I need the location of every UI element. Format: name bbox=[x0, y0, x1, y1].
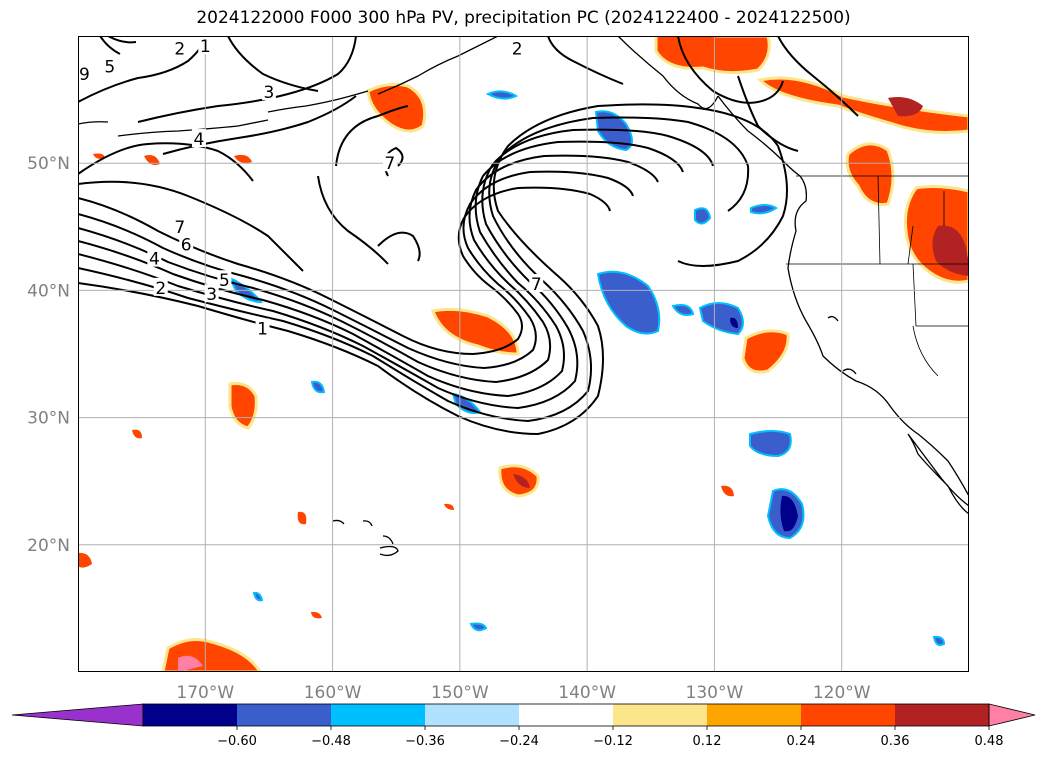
colorbar-bin bbox=[331, 704, 425, 726]
plot-title: 2024122000 F000 300 hPa PV, precipitatio… bbox=[196, 8, 851, 28]
contour-label: 6 bbox=[181, 236, 192, 256]
precip-positive-areas bbox=[78, 36, 969, 672]
contour-label-bg bbox=[172, 216, 187, 235]
map-frame bbox=[78, 36, 969, 672]
contour-label-bg bbox=[510, 38, 525, 57]
contour-label: 1 bbox=[257, 320, 268, 340]
colorbar-tick-label: 0.24 bbox=[787, 734, 816, 749]
contour-label-bg bbox=[179, 234, 194, 253]
colorbar-bin bbox=[237, 704, 331, 726]
contour-label-bg bbox=[255, 318, 270, 337]
contour-label: 9 bbox=[79, 65, 90, 85]
colorbar-bin bbox=[707, 704, 801, 726]
colorbar-tick-label: −0.60 bbox=[217, 734, 257, 749]
colorbar-bin bbox=[801, 704, 895, 726]
contour-label-bg bbox=[198, 36, 213, 55]
lat-tick-label: 40°N bbox=[27, 281, 70, 301]
contour-label-bg bbox=[217, 270, 232, 289]
contour-label-bg bbox=[78, 64, 92, 83]
lat-tick-label: 50°N bbox=[27, 154, 70, 174]
contour-label: 2 bbox=[174, 40, 185, 60]
colorbar: −0.60 −0.48 −0.36 −0.24 −0.12 0.12 0.24 0.36 0.4… bbox=[11, 703, 1036, 749]
colorbar-bin bbox=[425, 704, 519, 726]
colorbar-bin bbox=[613, 704, 707, 726]
contour-label-bg bbox=[382, 153, 397, 172]
contour-label: 3 bbox=[206, 285, 217, 305]
contour-label-bg bbox=[191, 129, 206, 148]
colorbar-tick-label: −0.48 bbox=[311, 734, 351, 749]
colorbar-tick-label: 0.48 bbox=[975, 734, 1004, 749]
contour-label: 7 bbox=[384, 154, 395, 174]
contour-label-bg bbox=[153, 277, 168, 296]
contour-label: 7 bbox=[531, 275, 542, 295]
contour-label-bg bbox=[147, 248, 162, 267]
contour-label-bg bbox=[261, 81, 276, 100]
contour-label: 2 bbox=[512, 40, 523, 60]
lat-tick-label: 30°N bbox=[27, 409, 70, 429]
colorbar-tick-label: 0.12 bbox=[693, 734, 722, 749]
colorbar-bin bbox=[519, 704, 613, 726]
colorbar-tick-label: −0.12 bbox=[593, 734, 633, 749]
contour-label-bg bbox=[529, 274, 544, 293]
colorbar-tick-label: −0.36 bbox=[405, 734, 445, 749]
precip-negative-areas bbox=[227, 90, 946, 647]
colorbar-extend-max bbox=[988, 703, 1036, 727]
pv-contours bbox=[78, 36, 859, 436]
contour-label: 7 bbox=[174, 218, 185, 238]
contour-label: 1 bbox=[200, 37, 211, 57]
contour-label: 2 bbox=[155, 279, 166, 299]
contour-label: 4 bbox=[194, 130, 205, 150]
contour-label: 4 bbox=[149, 250, 160, 270]
colorbar-bin bbox=[895, 704, 989, 726]
contour-label-bg bbox=[204, 284, 219, 303]
political-borders bbox=[786, 175, 969, 377]
contour-label: 3 bbox=[264, 83, 275, 103]
colorbar-tick-label: 0.36 bbox=[881, 734, 910, 749]
colorbar-tick-label: −0.24 bbox=[499, 734, 539, 749]
map-gridlines bbox=[78, 36, 969, 672]
contour-label: 5 bbox=[104, 58, 115, 78]
contour-label: 5 bbox=[219, 271, 230, 291]
colorbar-extend-min bbox=[11, 703, 144, 727]
coastlines bbox=[78, 36, 969, 557]
contour-label-bg bbox=[102, 56, 117, 75]
lat-tick-label: 20°N bbox=[27, 536, 70, 556]
colorbar-bin bbox=[143, 704, 237, 726]
colorbar-frame bbox=[142, 703, 990, 727]
contour-label-bg bbox=[172, 38, 187, 57]
